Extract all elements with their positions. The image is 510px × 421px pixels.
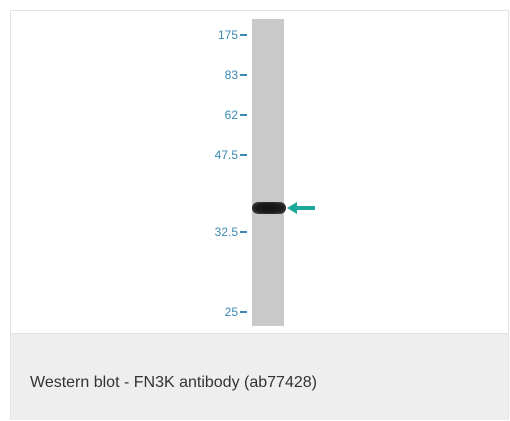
marker-62: 62 bbox=[225, 108, 247, 122]
marker-175: 175 bbox=[218, 28, 247, 42]
blot-lane bbox=[252, 19, 284, 326]
band-arrow-icon bbox=[287, 202, 315, 214]
figure-card: 175 83 62 47.5 32.5 25 Western blot - FN… bbox=[10, 10, 509, 420]
marker-47-5: 47.5 bbox=[215, 148, 247, 162]
caption-bar: Western blot - FN3K antibody (ab77428) bbox=[11, 334, 508, 420]
protein-band bbox=[252, 202, 286, 214]
marker-83: 83 bbox=[225, 68, 247, 82]
marker-25: 25 bbox=[225, 305, 247, 319]
marker-32-5: 32.5 bbox=[215, 225, 247, 239]
figure-caption: Western blot - FN3K antibody (ab77428) bbox=[30, 374, 317, 391]
western-blot-image[interactable]: 175 83 62 47.5 32.5 25 bbox=[11, 11, 508, 334]
